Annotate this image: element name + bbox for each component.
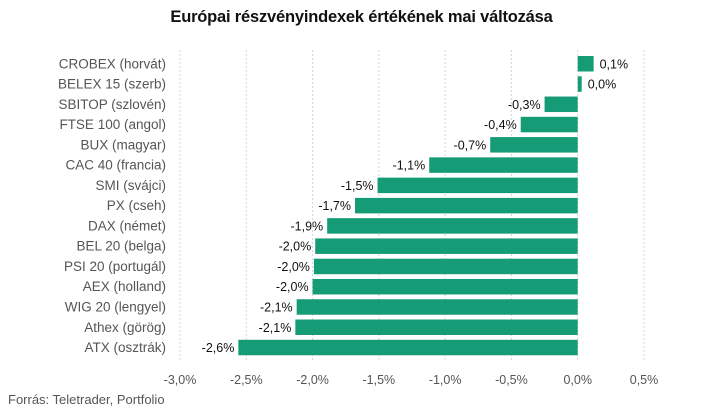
value-label: -0,7% bbox=[454, 138, 487, 152]
value-label: -1,1% bbox=[393, 159, 426, 173]
value-label: -2,0% bbox=[277, 260, 310, 274]
value-label: -1,5% bbox=[341, 179, 374, 193]
x-tick-label: 0,5% bbox=[630, 373, 659, 387]
x-tick-label: -2,0% bbox=[296, 373, 329, 387]
value-label: -0,4% bbox=[484, 118, 517, 132]
category-label: PSI 20 (portugál) bbox=[64, 259, 166, 274]
source-note: Forrás: Teletrader, Portfolio bbox=[8, 392, 165, 407]
category-label: Athex (görög) bbox=[84, 320, 166, 335]
value-label: -1,9% bbox=[290, 219, 323, 233]
value-label: 0,1% bbox=[600, 57, 629, 71]
category-label: DAX (német) bbox=[88, 218, 166, 233]
x-tick-label: -0,5% bbox=[495, 373, 528, 387]
value-label: -1,7% bbox=[318, 199, 351, 213]
value-label: -2,6% bbox=[202, 341, 235, 355]
bar bbox=[238, 339, 578, 356]
value-label: -2,1% bbox=[259, 321, 292, 335]
bar bbox=[544, 96, 578, 113]
value-label: 0,0% bbox=[588, 78, 617, 92]
bars bbox=[238, 56, 594, 356]
bar bbox=[312, 278, 578, 295]
x-tick-label: -3,0% bbox=[164, 373, 197, 387]
category-label: BUX (magyar) bbox=[80, 137, 166, 152]
bar bbox=[577, 76, 582, 92]
category-label: SMI (svájci) bbox=[96, 178, 167, 193]
bar bbox=[377, 177, 578, 194]
bar bbox=[520, 116, 578, 133]
bar bbox=[313, 258, 578, 275]
category-label: BELEX 15 (szerb) bbox=[58, 77, 166, 92]
bar bbox=[354, 197, 578, 214]
category-label: FTSE 100 (angol) bbox=[59, 117, 166, 132]
category-label: CAC 40 (francia) bbox=[65, 158, 166, 173]
x-tick-label: -1,0% bbox=[429, 373, 462, 387]
bar bbox=[490, 137, 578, 153]
value-label: -2,0% bbox=[279, 240, 312, 254]
category-label: CROBEX (horvát) bbox=[59, 56, 166, 71]
category-label: WIG 20 (lengyel) bbox=[65, 299, 166, 314]
category-label: SBITOP (szlovén) bbox=[58, 97, 166, 112]
bar bbox=[295, 319, 578, 336]
category-label: PX (cseh) bbox=[107, 198, 166, 213]
bar bbox=[577, 56, 594, 72]
bar-chart: -3,0% -2,5% -2,0% -1,5% -1,0% -0,5% 0,0% 0,5% CR… bbox=[58, 50, 658, 387]
category-label: AEX (holland) bbox=[83, 279, 166, 294]
x-tick-label: -1,5% bbox=[363, 373, 396, 387]
value-label: -0,3% bbox=[508, 98, 541, 112]
bar bbox=[315, 238, 578, 254]
labels: -3,0% -2,5% -2,0% -1,5% -1,0% -0,5% 0,0% 0,5% CR… bbox=[58, 56, 658, 387]
x-tick-label: -2,5% bbox=[230, 373, 263, 387]
value-label: -2,0% bbox=[276, 280, 309, 294]
category-label: ATX (osztrák) bbox=[84, 340, 166, 355]
bar bbox=[327, 218, 578, 234]
x-tick-label: 0,0% bbox=[563, 373, 592, 387]
value-label: -2,1% bbox=[260, 300, 293, 314]
bar bbox=[429, 157, 578, 173]
category-label: BEL 20 (belga) bbox=[76, 239, 166, 254]
bar bbox=[296, 299, 578, 315]
chart-title: Európai részvényindexek értékének mai vá… bbox=[170, 8, 553, 26]
